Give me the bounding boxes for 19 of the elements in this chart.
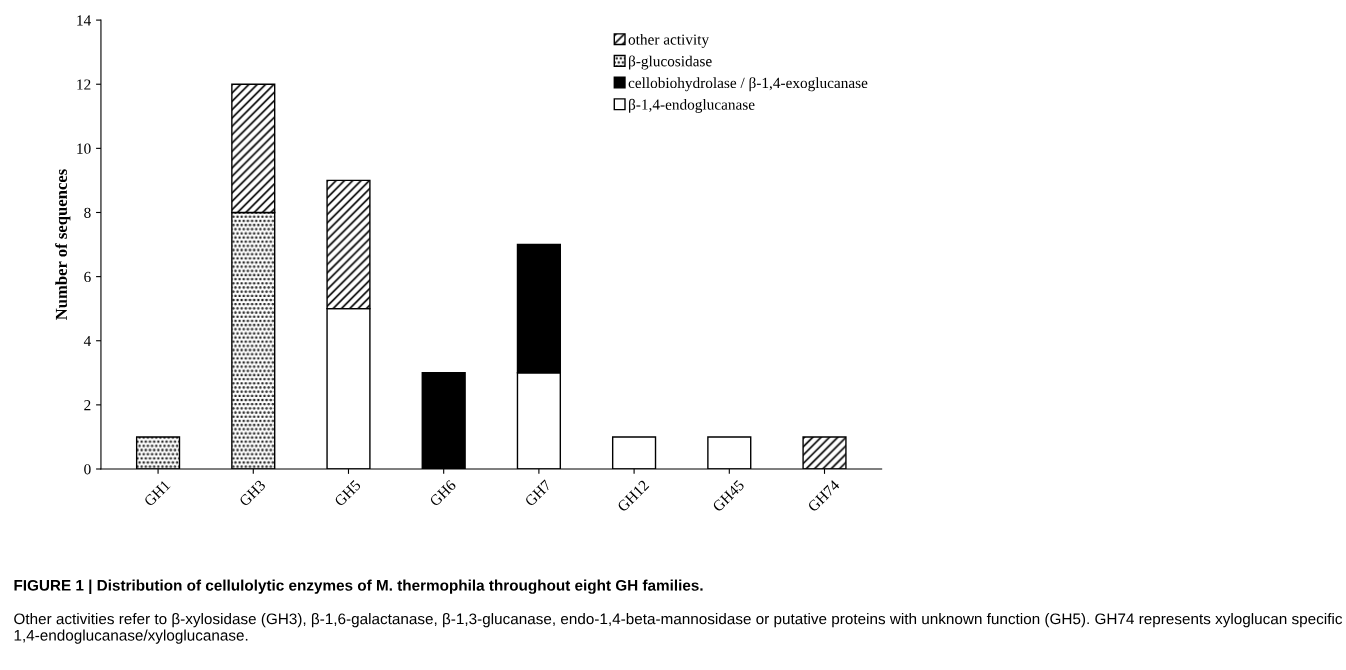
y-tick-label: 0 <box>84 464 91 475</box>
y-tick-label: 10 <box>77 143 91 154</box>
legend-label: β-1,4-endoglucanase <box>629 98 755 113</box>
legend-label: other activity <box>628 33 710 48</box>
y-axis-title: Number of sequences <box>55 169 71 321</box>
x-tick-label: GH6 <box>429 479 457 507</box>
legend-label: β-glucosidase <box>629 55 712 70</box>
legend-label: cellobiohydrolase / β-1,4-exoglucanase <box>628 77 868 92</box>
caption: FIGURE 1 | Distribution of cellulolytic enzymes of M. thermophila throughout eight GH families. <box>14 579 703 595</box>
x-tick-label: GH5 <box>333 479 362 507</box>
y-tick-label: 8 <box>84 207 91 218</box>
y-tick-label: 12 <box>77 79 91 90</box>
text: Other activities refer to β-xylosidase (GH3), β-1,6-galactanase, β-1,3-glucanase, endo-1,4-beta-mannosidase or putative proteins with unknown function (GH5). GH74 represents xyloglucan specific 1,4-endoglucanase/xyloglucanase. <box>14 613 1343 644</box>
x-tick-label: GH1 <box>143 479 171 507</box>
y-tick-label: 6 <box>84 271 91 283</box>
y-tick-label: 14 <box>77 15 91 26</box>
x-tick-label: GH3 <box>238 479 267 507</box>
y-tick-label: 2 <box>84 400 91 411</box>
y-tick-label: 4 <box>83 335 91 347</box>
